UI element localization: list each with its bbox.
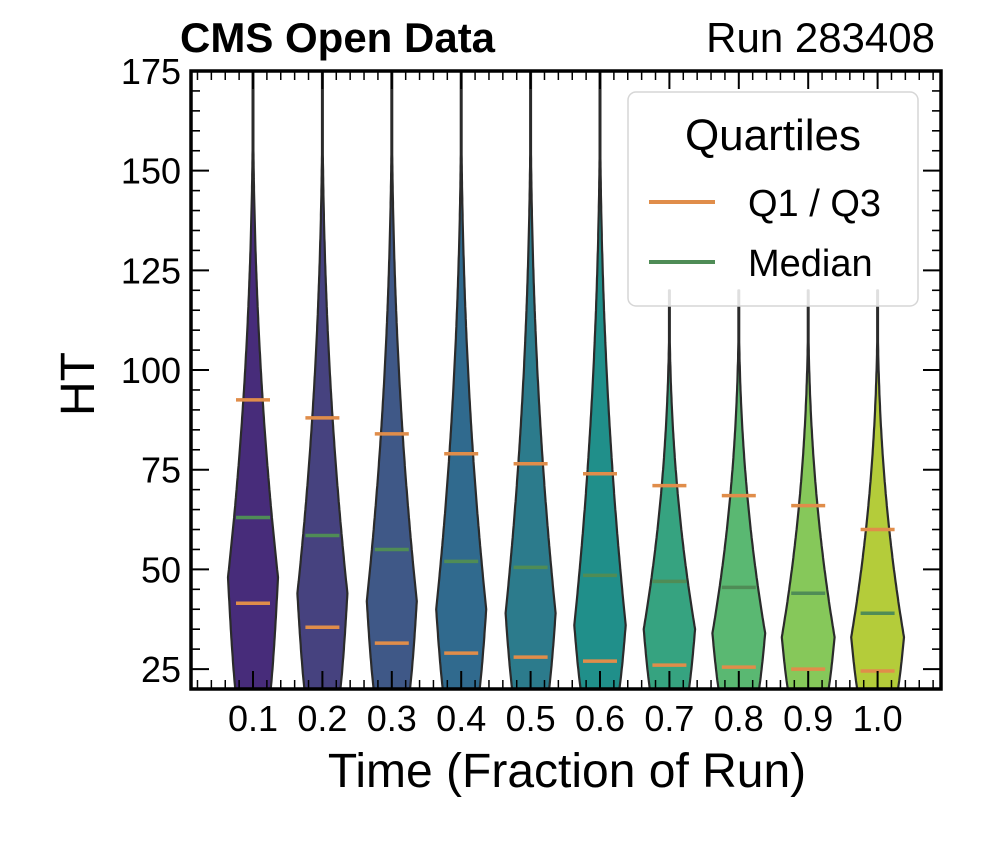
y-tick-labels: 25 50 75 100 125 150 175 <box>121 51 181 690</box>
violin-0.6 <box>573 71 627 689</box>
chart-title: CMS Open Data <box>180 14 496 61</box>
y-tick-label: 175 <box>121 51 181 92</box>
legend: Quartiles Q1 / Q3 Median <box>627 91 919 307</box>
violin-0.7 <box>642 289 697 689</box>
x-tick-label-0.4: 0.4 <box>436 698 486 739</box>
quartile-marks-layer <box>236 398 895 673</box>
violin-0.5 <box>504 71 557 689</box>
chart-subtitle: Run 283408 <box>706 14 935 61</box>
x-tick-label-0.3: 0.3 <box>367 698 417 739</box>
y-axis-label: HT <box>52 352 105 416</box>
violin-0.9 <box>780 289 836 689</box>
y-tick-label: 25 <box>141 649 181 690</box>
y-tick-label: 150 <box>121 151 181 192</box>
legend-title: Quartiles <box>685 111 861 160</box>
violin-0.3 <box>365 71 418 689</box>
x-tick-label-0.1: 0.1 <box>228 698 278 739</box>
violin-1.0 <box>850 289 906 689</box>
violin-0.1 <box>226 71 280 689</box>
x-tick-label-0.5: 0.5 <box>506 698 556 739</box>
violin-0.4 <box>435 71 488 689</box>
x-tick-label-1.0: 1.0 <box>853 698 903 739</box>
x-tick-labels: 0.1 0.2 0.3 0.4 0.5 0.6 0.7 0.8 0.9 1.0 <box>228 698 903 739</box>
x-tick-label-0.8: 0.8 <box>714 698 764 739</box>
legend-median-label: Median <box>748 243 873 285</box>
x-tick-label-0.9: 0.9 <box>783 698 833 739</box>
violin-0.2 <box>296 71 349 689</box>
y-tick-label: 75 <box>141 450 181 491</box>
plot-frame <box>189 69 943 691</box>
x-tick-label-0.2: 0.2 <box>297 698 347 739</box>
legend-box <box>627 91 919 307</box>
y-tick-label: 100 <box>121 350 181 391</box>
y-tick-label: 125 <box>121 250 181 291</box>
y-tick-label: 50 <box>141 549 181 590</box>
x-axis-label: Time (Fraction of Run) <box>328 745 806 798</box>
violin-0.8 <box>711 289 767 689</box>
x-tick-label-0.6: 0.6 <box>575 698 625 739</box>
legend-q-label: Q1 / Q3 <box>748 183 881 225</box>
x-tick-label-0.7: 0.7 <box>644 698 694 739</box>
